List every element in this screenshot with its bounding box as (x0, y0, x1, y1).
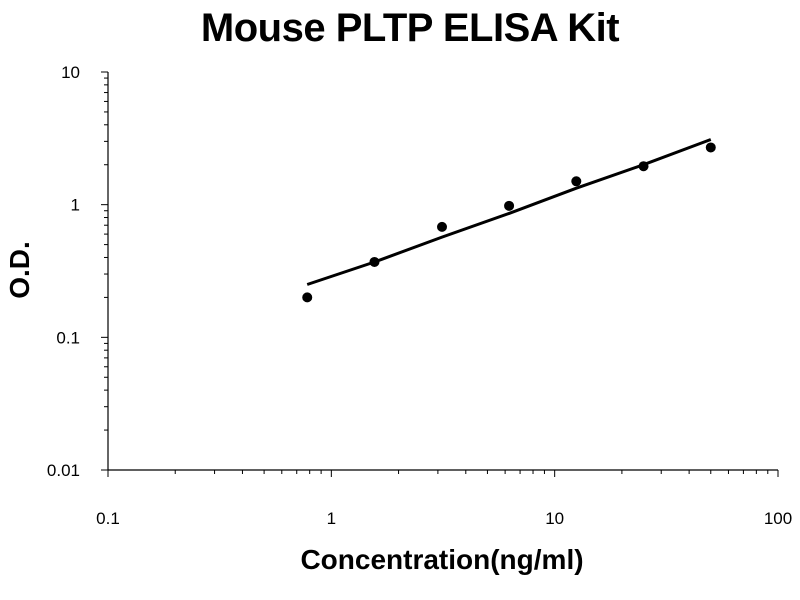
fit-curve (306, 138, 712, 286)
x-tick-label: 1 (327, 509, 336, 528)
data-point (504, 200, 515, 211)
data-point (369, 256, 380, 267)
y-tick-label: 1 (71, 196, 80, 215)
data-point (437, 221, 448, 232)
x-tick-label: 100 (764, 509, 792, 528)
y-tick-label: 0.1 (56, 328, 80, 347)
data-points (302, 142, 716, 303)
data-point (302, 292, 313, 303)
y-axis-title: O.D. (4, 241, 35, 299)
x-axis-title: Concentration(ng/ml) (300, 544, 584, 575)
y-tick-label: 0.01 (47, 461, 80, 480)
data-point (638, 161, 649, 172)
y-ticks: 0.01 0.1 1 10 (47, 63, 108, 480)
x-tick-label: 0.1 (96, 509, 120, 528)
x-tick-label: 10 (545, 509, 564, 528)
data-point (705, 142, 716, 153)
y-tick-label: 10 (61, 63, 80, 82)
chart-title: Mouse PLTP ELISA Kit (200, 6, 620, 50)
x-ticks: 0.1 1 10 100 (96, 470, 792, 528)
data-point (571, 176, 582, 187)
